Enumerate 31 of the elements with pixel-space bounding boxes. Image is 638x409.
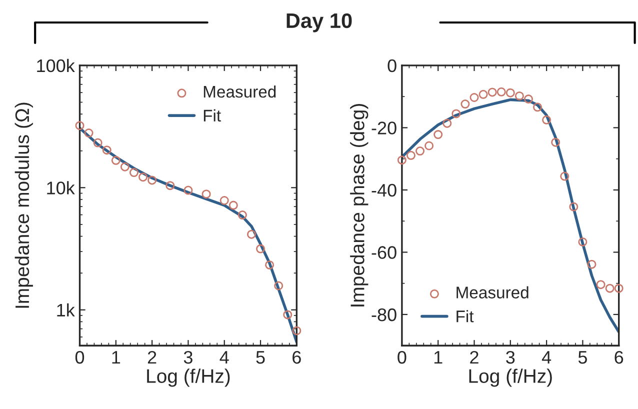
y-tick-label: 0 — [388, 59, 396, 72]
x-axis-title: Log (f/Hz) — [469, 368, 552, 387]
x-tick-label: 1 — [112, 351, 120, 364]
x-tick-label: 0 — [75, 350, 84, 364]
legend-label: Measured — [204, 85, 276, 98]
x-tick-label: 4 — [220, 351, 229, 364]
legend-label: Measured — [456, 286, 528, 298]
x-tick-label: 4 — [542, 351, 552, 364]
y-tick-label: -20 — [372, 122, 396, 134]
legend-label: Fit — [456, 310, 474, 322]
x-tick-label: 3 — [184, 350, 192, 364]
chart-title: Day 10 — [286, 13, 352, 32]
y-tick-label: 1k — [57, 303, 75, 316]
y-axis-title: Impedance phase (deg) — [350, 104, 368, 306]
y-tick-label: -40 — [372, 184, 396, 197]
x-tick-label: 6 — [292, 350, 301, 364]
y-tick-label: -80 — [372, 308, 396, 322]
x-tick-label: 2 — [148, 350, 156, 364]
x-tick-label: 0 — [398, 350, 406, 364]
x-axis-title: Log (f/Hz) — [147, 368, 230, 387]
x-tick-label: 2 — [470, 350, 478, 364]
x-tick-label: 5 — [256, 351, 265, 364]
x-tick-label: 3 — [506, 350, 515, 364]
y-tick-label: 100k — [37, 58, 75, 72]
y-tick-label: 10k — [47, 181, 75, 194]
x-tick-label: 1 — [434, 351, 442, 364]
y-tick-label: -60 — [372, 246, 396, 259]
y-axis-title: Impedance modulus (Ω) — [14, 102, 33, 308]
x-tick-label: 6 — [614, 350, 624, 364]
legend-label: Fit — [204, 109, 221, 122]
x-tick-label: 5 — [578, 351, 587, 364]
